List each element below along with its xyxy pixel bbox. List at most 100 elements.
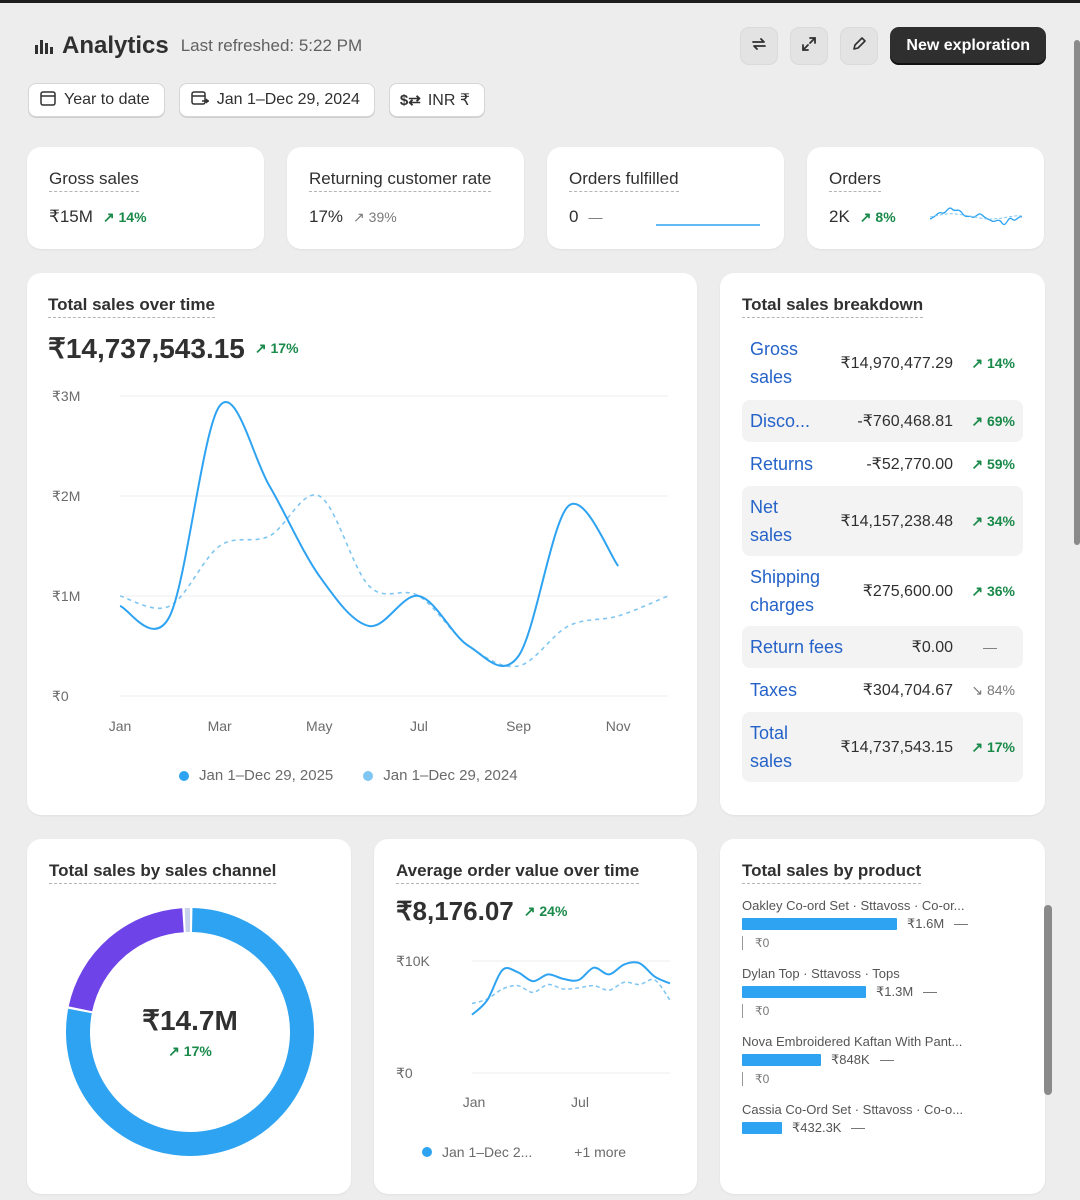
kpi-card-orders-fulfilled[interactable]: Orders fulfilled 0 — bbox=[547, 147, 784, 249]
breakdown-label[interactable]: Gross sales bbox=[750, 339, 799, 387]
kpi-sparkline bbox=[656, 224, 760, 226]
total-sales-breakdown-card[interactable]: Total sales breakdown Gross sales ₹14,97… bbox=[720, 273, 1045, 815]
kpi-sparkline bbox=[930, 207, 1022, 226]
product-item[interactable]: Dylan Top · Sttavoss · Tops ₹1.3M ₹0 bbox=[742, 966, 1023, 1018]
breakdown-label[interactable]: Total sales bbox=[750, 723, 793, 771]
pencil-icon bbox=[849, 34, 869, 59]
breakdown-label[interactable]: Disco... bbox=[750, 411, 811, 431]
page-scrollbar[interactable] bbox=[1074, 40, 1080, 545]
donut-center: ₹14.7M ↗ 17% bbox=[60, 902, 320, 1162]
series-line-previous[interactable] bbox=[119, 494, 669, 668]
x-tick-label: Jan bbox=[109, 718, 132, 734]
product-item[interactable]: Nova Embroidered Kaftan With Pant... ₹84… bbox=[742, 1034, 1023, 1086]
period-filter[interactable]: Year to date bbox=[28, 83, 165, 117]
breakdown-label[interactable]: Return fees bbox=[750, 637, 844, 657]
breakdown-row-discounts[interactable]: Disco... -₹760,468.81 ↗ 69% bbox=[742, 400, 1023, 442]
breakdown-delta: ↘ 84% bbox=[971, 681, 1015, 698]
chart-title: Total sales over time bbox=[48, 295, 215, 318]
y-tick-label: ₹0 bbox=[52, 688, 69, 704]
x-tick-label: Sep bbox=[506, 718, 531, 734]
kpi-value: ₹15M bbox=[49, 207, 93, 226]
breakdown-delta: ↗ 36% bbox=[971, 582, 1015, 599]
date-range-filter[interactable]: Jan 1–Dec 29, 2024 bbox=[178, 83, 375, 117]
refresh-icon bbox=[749, 34, 769, 59]
sales-channel-donut[interactable] bbox=[60, 902, 320, 1162]
product-item[interactable]: Cassia Co-Ord Set · Sttavoss · Co-o... ₹… bbox=[742, 1102, 1023, 1136]
kpi-delta: ↗ 14% bbox=[102, 208, 147, 225]
legend-item-previous[interactable]: Jan 1–Dec 29, 2024 bbox=[363, 767, 518, 784]
breakdown-label[interactable]: Net sales bbox=[750, 497, 793, 545]
breakdown-row-return-fees[interactable]: Return fees ₹0.00 — bbox=[742, 626, 1023, 668]
total-sales-delta: ↗ 17% bbox=[254, 340, 299, 356]
breakdown-row-returns[interactable]: Returns -₹52,770.00 ↗ 59% bbox=[742, 442, 1023, 486]
product-name: Dylan Top · Sttavoss · Tops bbox=[742, 966, 900, 981]
products-title: Total sales by product bbox=[742, 861, 922, 884]
kpi-value: 0 bbox=[569, 207, 579, 226]
x-tick-label: Jul bbox=[571, 1094, 589, 1109]
fullscreen-button[interactable] bbox=[790, 27, 829, 65]
y-tick-label: ₹3M bbox=[52, 388, 80, 404]
legend-item-current[interactable]: Jan 1–Dec 29, 2025 bbox=[179, 767, 333, 784]
aov-series-previous[interactable] bbox=[471, 978, 671, 1005]
header-actions: New exploration bbox=[740, 27, 1046, 65]
breakdown-label[interactable]: Shipping charges bbox=[750, 567, 821, 615]
total-sales-value: ₹14,737,543.15 bbox=[48, 333, 245, 364]
chart-bar-icon bbox=[34, 35, 56, 57]
product-item[interactable]: Oakley Co-ord Set · Sttavoss · Co-or... … bbox=[742, 898, 1023, 950]
arrow-up-right-icon: ↗ bbox=[859, 208, 872, 225]
legend-item-current[interactable]: Jan 1–Dec 2... bbox=[422, 1144, 532, 1160]
new-exploration-button[interactable]: New exploration bbox=[890, 27, 1046, 65]
refresh-button[interactable] bbox=[740, 27, 779, 65]
kpi-delta: ↗ 8% bbox=[859, 208, 896, 225]
breakdown-title: Total sales breakdown bbox=[742, 295, 924, 318]
kpi-title: Orders bbox=[829, 169, 881, 192]
aov-card[interactable]: Average order value over time ₹8,176.07 … bbox=[374, 839, 697, 1194]
breakdown-row-net-sales[interactable]: Net sales ₹14,157,238.48 ↗ 34% bbox=[742, 486, 1023, 556]
breakdown-delta: ↗ 59% bbox=[971, 455, 1015, 472]
arrow-up-right-icon: ↗ bbox=[102, 208, 115, 225]
product-value: ₹1.3M bbox=[876, 984, 914, 999]
product-delta-dash bbox=[851, 1127, 866, 1129]
chart-legend: Jan 1–Dec 29, 2025 Jan 1–Dec 29, 2024 bbox=[179, 767, 518, 784]
currency-filter[interactable]: $⇄ INR ₹ bbox=[388, 83, 486, 117]
donut-slice[interactable] bbox=[66, 908, 314, 1156]
x-tick-label: Jan bbox=[463, 1094, 486, 1109]
legend-more-button[interactable]: +1 more bbox=[574, 1144, 627, 1160]
donut-center-value: ₹14.7M bbox=[142, 1005, 238, 1036]
aov-line-chart[interactable]: ₹0 ₹10K Jan Jul bbox=[392, 949, 682, 1109]
series-line-current[interactable] bbox=[119, 401, 620, 667]
aov-title: Average order value over time bbox=[396, 861, 640, 884]
breakdown-row-gross-sales[interactable]: Gross sales ₹14,970,477.29 ↗ 14% bbox=[742, 332, 1023, 394]
breakdown-value: ₹14,970,477.29 bbox=[840, 355, 954, 372]
kpi-title: Returning customer rate bbox=[309, 169, 492, 192]
kpi-card-gross-sales[interactable]: Gross sales ₹15M ↗ 14% bbox=[27, 147, 264, 249]
kpi-card-orders[interactable]: Orders 2K ↗ 8% bbox=[807, 147, 1044, 249]
product-bar bbox=[742, 1054, 821, 1066]
aov-series-current[interactable] bbox=[471, 961, 671, 1016]
breakdown-row-total-sales[interactable]: Total sales ₹14,737,543.15 ↗ 17% bbox=[742, 712, 1023, 782]
product-bar bbox=[742, 918, 897, 930]
expand-icon bbox=[799, 34, 819, 59]
page-header: Analytics Last refreshed: 5:22 PM New ex… bbox=[34, 27, 1046, 65]
sales-by-channel-card[interactable]: Total sales by sales channel ₹14.7M ↗ 17… bbox=[27, 839, 351, 1194]
total-sales-over-time-card[interactable]: Total sales over time ₹14,737,543.15 ↗ 1… bbox=[27, 273, 697, 815]
legend-dot bbox=[422, 1147, 432, 1157]
product-bar bbox=[742, 1122, 782, 1134]
currency-exchange-icon: $⇄ bbox=[399, 92, 421, 109]
calendar-compare-icon bbox=[190, 89, 210, 112]
calendar-icon bbox=[39, 89, 57, 112]
breakdown-label[interactable]: Taxes bbox=[750, 680, 798, 700]
kpi-value: 17% bbox=[309, 207, 344, 226]
kpi-card-returning-customer-rate[interactable]: Returning customer rate 17% ↗ 39% bbox=[287, 147, 524, 249]
total-sales-line-chart[interactable]: ₹0 ₹1M ₹2M ₹3M Jan Mar May Jul Sep Nov bbox=[48, 378, 676, 738]
edit-button[interactable] bbox=[840, 27, 879, 65]
sales-by-product-card[interactable]: Total sales by product Oakley Co-ord Set… bbox=[720, 839, 1045, 1194]
x-tick-label: Nov bbox=[606, 718, 631, 734]
breakdown-label[interactable]: Returns bbox=[750, 454, 814, 474]
breakdown-row-shipping-charges[interactable]: Shipping charges ₹275,600.00 ↗ 36% bbox=[742, 556, 1023, 626]
breakdown-delta: ↗ 34% bbox=[971, 512, 1015, 529]
breakdown-row-taxes[interactable]: Taxes ₹304,704.67 ↘ 84% bbox=[742, 668, 1023, 712]
donut-slice[interactable] bbox=[68, 908, 185, 1012]
x-tick-label: May bbox=[306, 718, 332, 734]
product-list-scrollbar[interactable] bbox=[1044, 905, 1052, 1095]
